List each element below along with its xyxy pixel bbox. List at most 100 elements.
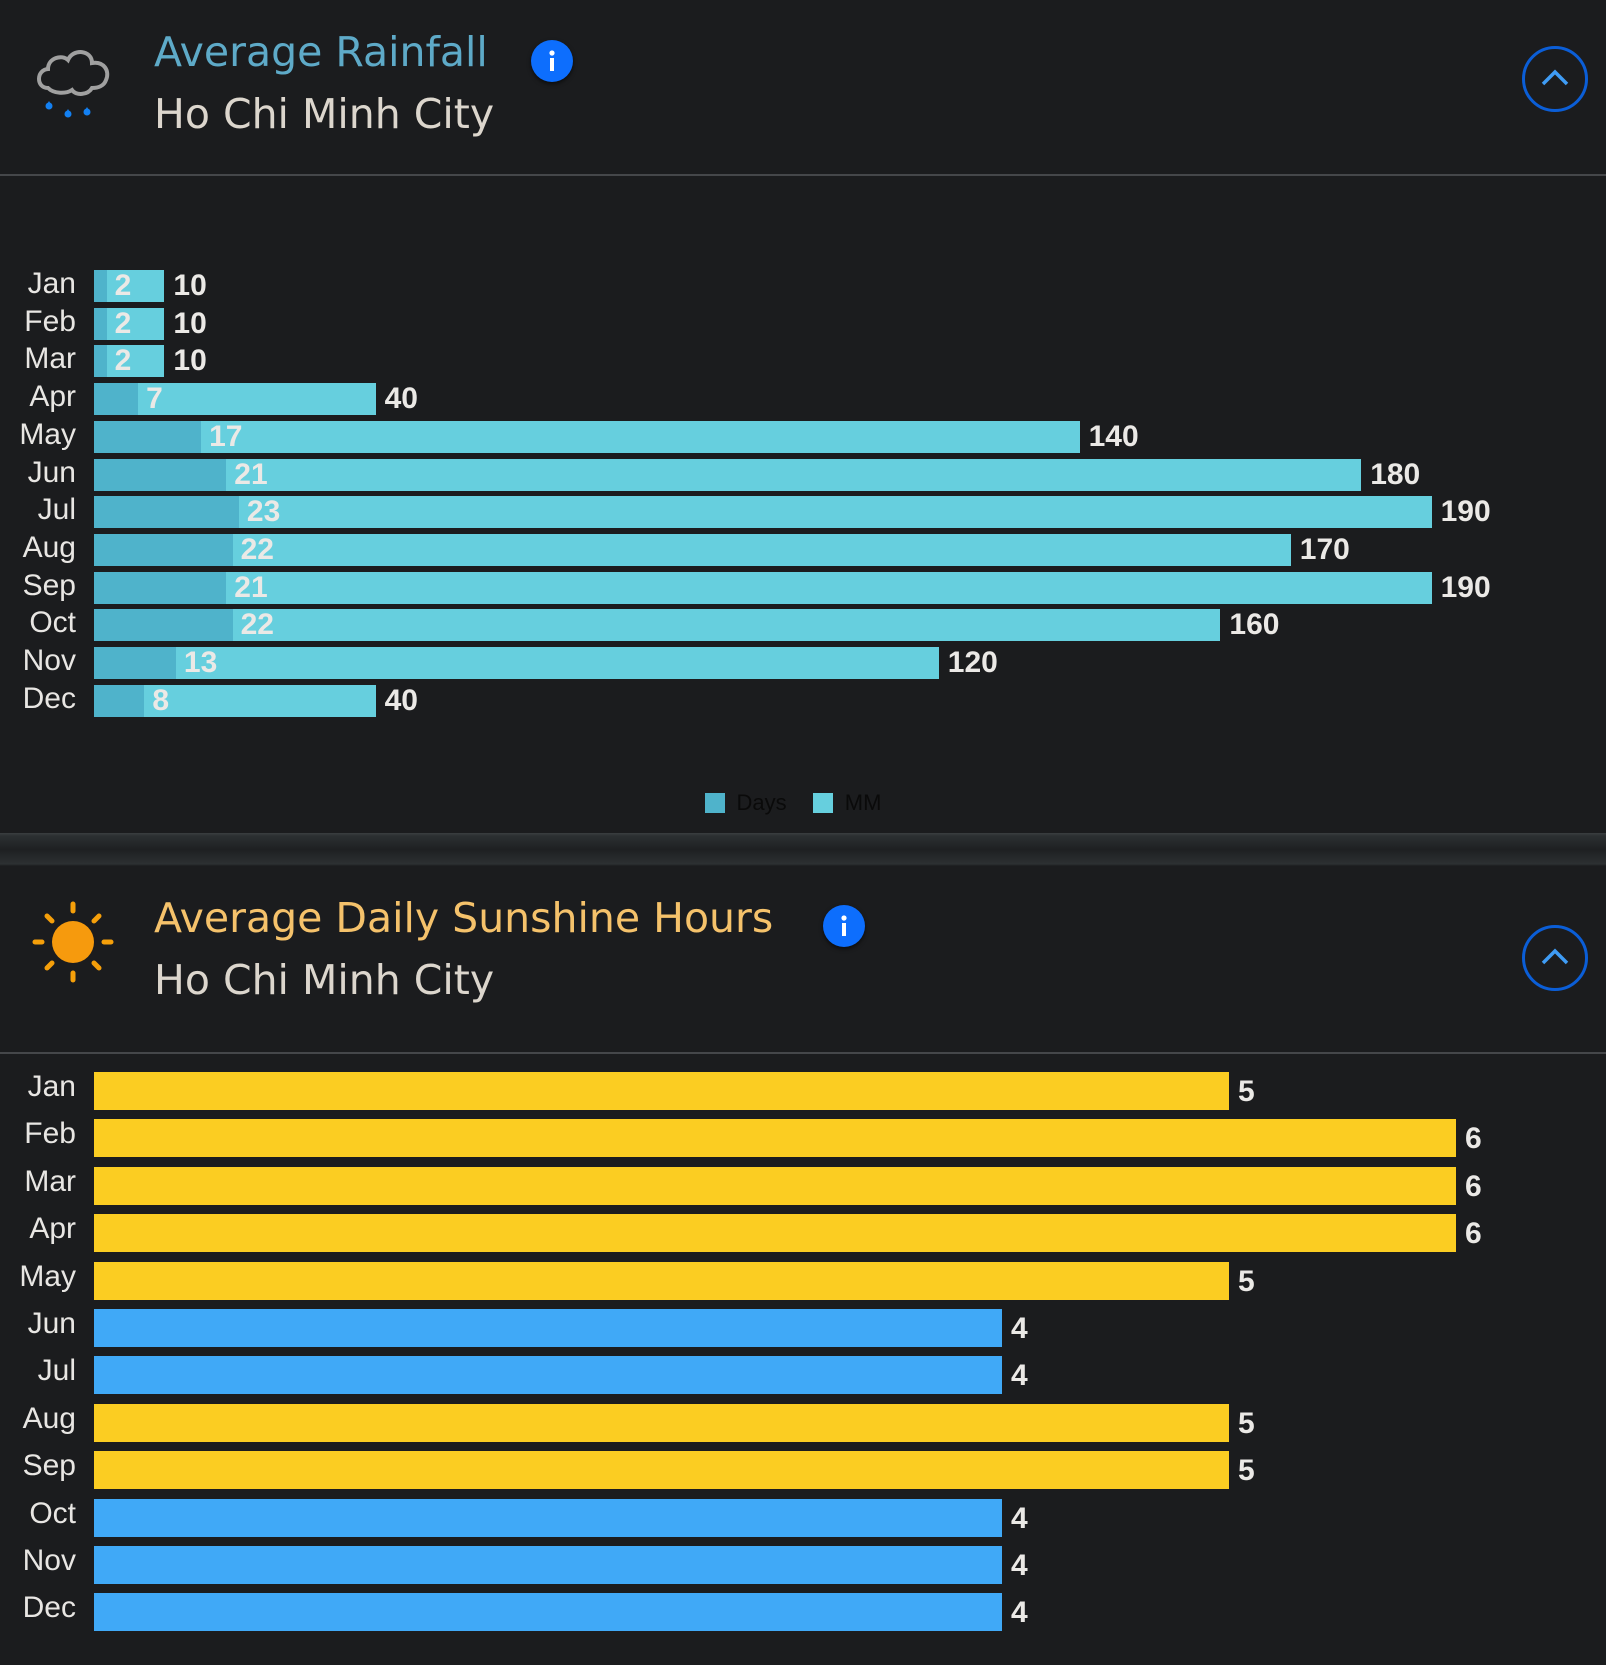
rainfall-month-label: Jun: [27, 455, 76, 489]
rainfall-header-separator: [0, 174, 1606, 176]
sunshine-month-label: Jun: [27, 1307, 76, 1340]
rainfall-days-bar: [94, 571, 227, 604]
rainfall-mm-value: 160: [1229, 608, 1280, 642]
rainfall-mm-bar: [94, 458, 1362, 491]
sunshine-bar: [94, 1214, 1456, 1253]
rainfall-month-label: Feb: [24, 304, 76, 338]
rainfall-info-button[interactable]: [531, 40, 573, 82]
rainfall-days-bar: [94, 458, 227, 491]
sunshine-month-label: Oct: [29, 1496, 76, 1530]
rainfall-days-value: 22: [240, 532, 274, 566]
rainfall-days-value: 2: [114, 344, 132, 378]
sunshine-value: 4: [1011, 1596, 1028, 1630]
info-icon: [841, 915, 847, 936]
rainfall-mm-value: 170: [1299, 532, 1350, 566]
sunshine-bar: [94, 1356, 1002, 1395]
rainfall-mm-value: 140: [1088, 419, 1139, 453]
rainfall-days-value: 2: [114, 269, 132, 302]
sunshine-bar: [94, 1403, 1229, 1442]
sunshine-bar: [94, 1593, 1002, 1632]
rainfall-days-bar: [94, 609, 233, 642]
sunshine-info-button[interactable]: [823, 905, 865, 947]
rainfall-mm-value: 10: [173, 306, 207, 340]
sunshine-month-label: Aug: [22, 1401, 76, 1435]
sunshine-value: 5: [1238, 1406, 1255, 1440]
sunshine-month-label: Dec: [22, 1591, 76, 1625]
rainfall-mm-bar: [94, 420, 1080, 453]
chevron-up-icon: [1541, 948, 1569, 965]
sunshine-month-label: Sep: [22, 1449, 76, 1483]
sunshine-month-label: Mar: [24, 1164, 76, 1198]
rainfall-days-bar: [94, 383, 139, 416]
rainfall-days-value: 21: [234, 570, 268, 604]
rainfall-days-bar: [94, 533, 233, 566]
sunshine-value: 5: [1238, 1454, 1255, 1488]
sunshine-value: 6: [1465, 1217, 1482, 1251]
rainfall-month-label: Oct: [29, 606, 76, 640]
rainfall-days-bar: [94, 270, 107, 302]
sunshine-value: 5: [1238, 1075, 1255, 1108]
rainfall-days-value: 21: [234, 457, 268, 491]
section-divider: [0, 833, 1606, 866]
sunshine-value: 4: [1011, 1312, 1028, 1345]
rainfall-mm-bar: [94, 647, 939, 679]
sunshine-bar: [94, 1546, 1002, 1584]
rainfall-mm-bar: [94, 496, 1432, 529]
chevron-up-icon: [1541, 69, 1569, 86]
rainfall-days-bar: [94, 647, 176, 679]
legend-label-mm[interactable]: MM: [844, 790, 882, 815]
sunshine-month-label: Nov: [22, 1544, 76, 1577]
cloud-rain-icon: [37, 50, 110, 118]
rainfall-mm-value: 40: [384, 382, 418, 416]
rainfall-month-label: May: [19, 417, 76, 451]
rainfall-days-bar: [94, 496, 239, 529]
rainfall-mm-value: 190: [1440, 495, 1491, 529]
rainfall-days-value: 17: [209, 419, 243, 453]
rainfall-mm-value: 180: [1370, 457, 1421, 491]
rainfall-collapse-button[interactable]: [1522, 46, 1588, 112]
sunshine-bar: [94, 1261, 1229, 1300]
rainfall-mm-bar: [94, 571, 1432, 604]
rainfall-days-bar: [94, 345, 107, 378]
sunshine-value: 4: [1011, 1359, 1028, 1393]
rainfall-mm-bar: [94, 533, 1291, 566]
sunshine-title: Average Daily Sunshine Hours: [154, 894, 774, 942]
rainfall-mm-value: 10: [173, 344, 207, 378]
sunshine-bar: [94, 1451, 1229, 1490]
rainfall-mm-bar: [94, 609, 1221, 642]
rainfall-days-value: 22: [240, 608, 274, 642]
sunshine-bar: [94, 1166, 1456, 1205]
sunshine-month-label: Feb: [24, 1117, 76, 1151]
rainfall-days-value: 2: [114, 306, 132, 340]
rainfall-days-bar: [94, 307, 107, 340]
sunshine-collapse-button[interactable]: [1522, 925, 1588, 991]
sunshine-month-label: Apr: [29, 1212, 76, 1246]
rainfall-mm-value: 120: [947, 646, 998, 679]
rainfall-mm-value: 190: [1440, 570, 1491, 604]
sunshine-value: 6: [1465, 1169, 1482, 1203]
rainfall-subtitle: Ho Chi Minh City: [154, 90, 495, 138]
sunshine-subtitle: Ho Chi Minh City: [154, 956, 495, 1004]
sunshine-bar: [94, 1119, 1456, 1158]
rainfall-month-label: Aug: [22, 530, 76, 564]
rainfall-days-bar: [94, 684, 145, 717]
rainfall-month-label: Mar: [24, 342, 76, 376]
rainfall-header: Average Rainfall Ho Chi Minh City: [0, 0, 1606, 175]
sun-icon: [32, 901, 114, 983]
legend-label-days[interactable]: Days: [736, 790, 787, 815]
sunshine-value: 4: [1011, 1501, 1028, 1535]
rainfall-month-label: Apr: [29, 380, 76, 414]
sunshine-month-label: Jul: [37, 1354, 76, 1388]
rainfall-month-label: Sep: [22, 568, 76, 602]
rainfall-month-label: Dec: [22, 681, 76, 715]
rainfall-days-value: 8: [152, 683, 170, 717]
sunshine-value: 4: [1011, 1549, 1028, 1582]
rainfall-days-value: 7: [146, 382, 163, 416]
rainfall-mm-value: 40: [384, 683, 418, 717]
sunshine-header: Average Daily Sunshine Hours Ho Chi Minh…: [0, 866, 1606, 1054]
legend-swatch-mm: [812, 793, 833, 813]
rainfall-month-label: Jan: [27, 267, 76, 300]
legend-swatch-days: [704, 793, 725, 813]
sunshine-bar: [94, 1072, 1229, 1110]
rainfall-days-value: 13: [183, 646, 218, 679]
